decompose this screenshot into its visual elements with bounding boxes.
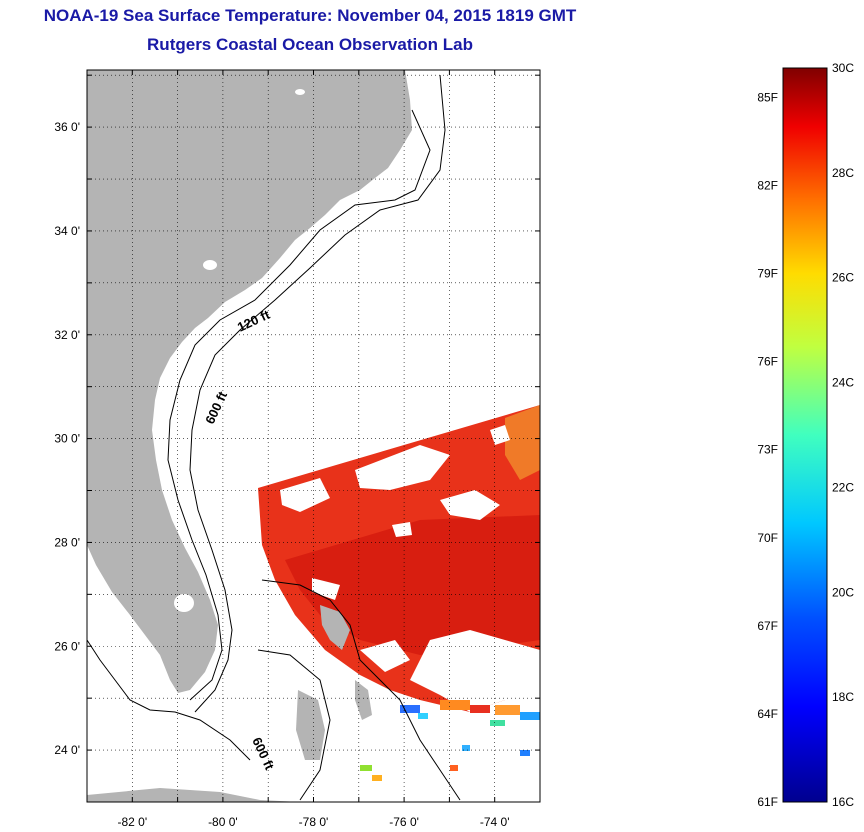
colorbar-fahrenheit-label: 82F xyxy=(757,178,778,192)
colorbar-celsius-labels: 30C 28C 26C 24C 22C 20C 18C 16C xyxy=(832,61,854,809)
map-title: NOAA-19 Sea Surface Temperature: Novembe… xyxy=(43,6,577,25)
isobath-600ft xyxy=(189,74,446,713)
map-area xyxy=(87,70,540,802)
colorbar-fahrenheit-label: 73F xyxy=(757,443,778,457)
land-us-coast xyxy=(87,70,412,693)
colorbar xyxy=(782,67,828,803)
isobath-florida-keys xyxy=(87,639,251,761)
lat-tick-label: 28 0' xyxy=(54,535,80,549)
colorbar-celsius-label: 28C xyxy=(832,166,854,180)
land-bahamas-andros xyxy=(296,690,325,760)
colorbar-fahrenheit-label: 76F xyxy=(757,355,778,369)
colorbar-fahrenheit-label: 67F xyxy=(757,619,778,633)
isobath-bahamas-inner xyxy=(257,649,331,801)
lat-tick-label: 26 0' xyxy=(54,639,80,653)
sst-noisy-pixels xyxy=(360,700,540,781)
colorbar-celsius-label: 22C xyxy=(832,480,854,494)
lat-tick-label: 24 0' xyxy=(54,743,80,757)
land-bahamas-abaco xyxy=(320,605,350,650)
colorbar-fahrenheit-labels: 85F 82F 79F 76F 73F 70F 67F 64F 61F xyxy=(757,90,778,809)
lon-tick-label: -74 0' xyxy=(480,815,510,829)
colorbar-fahrenheit-label: 70F xyxy=(757,531,778,545)
sst-warm-core xyxy=(285,515,540,655)
sst-east-edge xyxy=(505,405,540,480)
isobath-120ft xyxy=(167,109,431,701)
colorbar-fahrenheit-label: 64F xyxy=(757,707,778,721)
land-bahamas-eleuthera xyxy=(355,680,372,720)
lon-tick-label: -76 0' xyxy=(389,815,419,829)
colorbar-celsius-label: 20C xyxy=(832,585,854,599)
lat-tick-label: 36 0' xyxy=(54,120,80,134)
colorbar-celsius-label: 26C xyxy=(832,271,854,285)
inland-water-b xyxy=(295,89,305,95)
lake-okeechobee xyxy=(174,594,194,612)
lon-tick-label: -78 0' xyxy=(299,815,329,829)
cloud-gaps xyxy=(280,425,540,712)
inland-water-a xyxy=(203,260,217,270)
lon-tick-label: -82 0' xyxy=(117,815,147,829)
longitude-labels: -82 0' -80 0' -78 0' -76 0' -74 0' xyxy=(117,815,509,829)
colorbar-celsius-label: 16C xyxy=(832,795,854,809)
lat-tick-label: 32 0' xyxy=(54,328,80,342)
colorbar-fahrenheit-label: 79F xyxy=(757,267,778,281)
map-subtitle: Rutgers Coastal Ocean Observation Lab xyxy=(147,35,473,54)
lat-tick-label: 30 0' xyxy=(54,432,80,446)
lat-tick-label: 34 0' xyxy=(54,224,80,238)
colorbar-fahrenheit-label: 85F xyxy=(757,90,778,104)
latitude-labels: 36 0' 34 0' 32 0' 30 0' 28 0' 26 0' 24 0' xyxy=(54,120,80,757)
colorbar-celsius-label: 30C xyxy=(832,61,854,75)
land-cuba xyxy=(87,788,300,802)
colorbar-celsius-label: 24C xyxy=(832,376,854,390)
isobath-bahamas xyxy=(261,579,461,801)
colorbar-celsius-label: 18C xyxy=(832,690,854,704)
colorbar-fahrenheit-label: 61F xyxy=(757,795,778,809)
lon-tick-label: -80 0' xyxy=(208,815,238,829)
